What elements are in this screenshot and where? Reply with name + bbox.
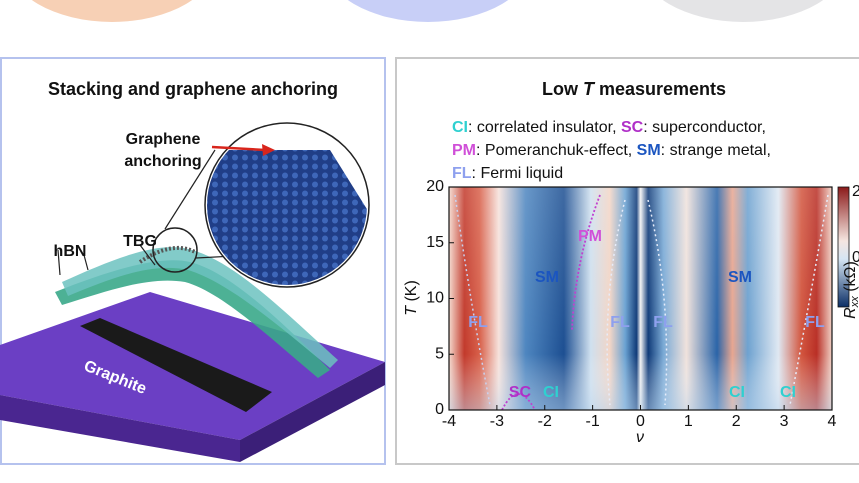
y-tick-label: 0 (435, 401, 444, 418)
annotation: FL (653, 314, 673, 331)
legend-abbr: SM (637, 142, 661, 159)
y-tick-label: 15 (426, 234, 444, 251)
right-title: Low T measurements (542, 79, 726, 99)
y-label-unit: (K) (403, 280, 420, 306)
title-part: measurements (594, 79, 726, 99)
annotation: FL (610, 314, 630, 331)
x-tick-label: 1 (684, 413, 693, 430)
hbn-label: hBN (54, 243, 87, 260)
x-tick-label: 3 (780, 413, 789, 430)
legend-line: CI: correlated insulator, SC: supercondu… (452, 119, 766, 136)
x-tick-label: -4 (442, 413, 456, 430)
deco-circle (662, 0, 824, 22)
legend-text: : Fermi liquid (472, 165, 564, 182)
y-axis-label: T (K) (403, 280, 420, 316)
x-tick-label: 4 (828, 413, 837, 430)
x-tick-label: -1 (586, 413, 600, 430)
colorbar-tick: 0 (852, 249, 859, 266)
legend: CI: correlated insulator, SC: supercondu… (452, 119, 771, 182)
legend-text: : superconductor, (643, 119, 766, 136)
y-tick-label: 20 (426, 178, 444, 195)
annotation: SC (509, 384, 532, 401)
y-tick-label: 5 (435, 345, 444, 362)
annotation: PM (578, 228, 602, 245)
legend-line: PM: Pomeranchuk-effect, SM: strange meta… (452, 142, 771, 159)
y-label-var: T (403, 305, 420, 316)
tbg-label: TBG (123, 233, 157, 250)
x-tick-label: 0 (636, 413, 645, 430)
x-tick-label: 2 (732, 413, 741, 430)
annotation: CI (780, 384, 796, 401)
deco-circle (347, 0, 509, 22)
x-axis-label: ν (636, 429, 644, 446)
cb-unit: (kΩ) (842, 261, 859, 296)
title-part: Low (542, 79, 583, 99)
colorbar-label: Rxx (kΩ) (842, 261, 859, 319)
graphene-label: anchoring (124, 153, 201, 170)
annotation: SM (535, 269, 559, 286)
colorbar (837, 186, 850, 308)
x-tick-label: -3 (490, 413, 504, 430)
legend-abbr: CI (452, 119, 468, 136)
stack-illustration (0, 122, 385, 462)
y-tick-label: 10 (426, 290, 444, 307)
title-part: T (583, 79, 596, 99)
annotation: CI (729, 384, 745, 401)
annotation: CI (543, 384, 559, 401)
legend-abbr: FL (452, 165, 472, 182)
legend-text: : strange metal, (661, 142, 771, 159)
left-title: Stacking and graphene anchoring (48, 79, 338, 99)
x-tick-label: -2 (538, 413, 552, 430)
legend-text: : correlated insulator, (468, 119, 621, 136)
cb-sub: xx (849, 296, 859, 309)
annotations: SM PM SM FL FL FL FL SC CI CI CI (468, 228, 825, 401)
cb-var: R (842, 307, 859, 319)
deco-circle (31, 0, 193, 22)
legend-abbr: PM (452, 142, 476, 159)
legend-abbr: SC (621, 119, 644, 136)
annotation: SM (728, 269, 752, 286)
heatmap (448, 186, 833, 411)
legend-line: FL: Fermi liquid (452, 165, 563, 182)
annotation: FL (468, 314, 488, 331)
colorbar-tick: 2 (852, 183, 859, 200)
annotation: FL (805, 314, 825, 331)
legend-text: : Pomeranchuk-effect, (476, 142, 637, 159)
graphene-label: Graphene (126, 131, 201, 148)
